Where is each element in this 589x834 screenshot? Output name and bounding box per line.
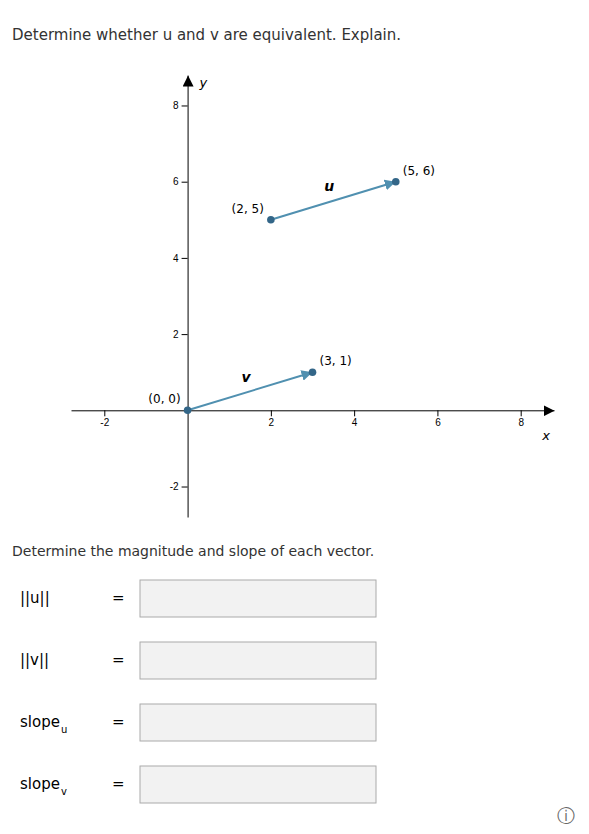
- x-axis-label: x: [541, 428, 550, 443]
- x-tick-label: 8: [518, 417, 524, 428]
- x-tick-mark: [521, 410, 522, 416]
- x-tick-mark: [271, 410, 272, 416]
- y-tick-label: 8: [173, 100, 179, 111]
- point: [309, 368, 317, 376]
- x-axis: -2 2 4 6 8: [72, 410, 555, 428]
- y-tick-mark: [182, 105, 188, 106]
- chart: Determine whether u and v are equivalent…: [0, 0, 589, 834]
- point-label: (5, 6): [403, 164, 435, 178]
- point-label: (0, 0): [148, 392, 180, 406]
- x-tick-mark: [354, 410, 355, 416]
- row-equals: =: [112, 589, 125, 607]
- input-box: [140, 642, 376, 679]
- y-tick-mark: [182, 334, 188, 335]
- y-tick-label: -2: [170, 481, 179, 492]
- point-label: (2, 5): [232, 202, 264, 216]
- x-tick: -2: [100, 410, 109, 428]
- y-tick: 8: [173, 100, 188, 111]
- marks: [184, 178, 400, 414]
- point-label: (3, 1): [320, 354, 352, 368]
- y-axis-label: y: [199, 75, 208, 90]
- point: [184, 407, 192, 415]
- y-tick-label: 2: [173, 329, 179, 340]
- x-tick-label: 6: [435, 417, 441, 428]
- vector-name: u: [324, 178, 334, 194]
- y-axis: -2 2 4 6 8: [170, 76, 188, 518]
- row-label: ||v||: [20, 651, 49, 669]
- y-axis-line: [188, 76, 189, 518]
- vector-name: v: [241, 369, 251, 385]
- x-tick-mark: [104, 410, 105, 416]
- x-tick-label: -2: [100, 417, 109, 428]
- y-tick-mark: [182, 487, 188, 488]
- x-tick: 4: [352, 410, 358, 428]
- subtitle: Determine the magnitude and slope of eac…: [12, 543, 374, 559]
- row-label-subscript: v: [61, 786, 67, 797]
- row-equals: =: [112, 651, 125, 669]
- y-tick-mark: [182, 182, 188, 183]
- row-label: ||u||: [20, 589, 50, 607]
- y-tick: 2: [173, 329, 188, 340]
- y-tick-label: 6: [173, 176, 179, 187]
- x-tick: 6: [435, 410, 441, 428]
- x-tick: 8: [518, 410, 524, 428]
- row-label-subscript: u: [61, 724, 67, 735]
- labels: (2, 5) (5, 6) u (0, 0) (3, 1) v: [148, 164, 435, 407]
- y-tick: -2: [170, 481, 188, 492]
- row-label: slope: [20, 775, 60, 793]
- input-box: [140, 766, 376, 803]
- row-equals: =: [112, 775, 125, 793]
- y-tick: 4: [173, 253, 188, 264]
- y-tick-mark: [182, 258, 188, 259]
- input-box: [140, 580, 376, 617]
- x-tick-label: 4: [352, 417, 358, 428]
- point: [267, 216, 275, 224]
- x-tick-mark: [437, 410, 438, 416]
- row-equals: =: [112, 713, 125, 731]
- x-tick-label: 2: [269, 417, 275, 428]
- title: Determine whether u and v are equivalent…: [12, 26, 401, 44]
- x-axis-line: [72, 410, 555, 411]
- y-tick-label: 4: [173, 253, 179, 264]
- input-box: [140, 704, 376, 741]
- info-icon: ⓘ: [557, 805, 575, 826]
- row-label: slope: [20, 713, 60, 731]
- y-tick: 6: [173, 176, 188, 187]
- point: [392, 178, 400, 186]
- x-tick: 2: [269, 410, 275, 428]
